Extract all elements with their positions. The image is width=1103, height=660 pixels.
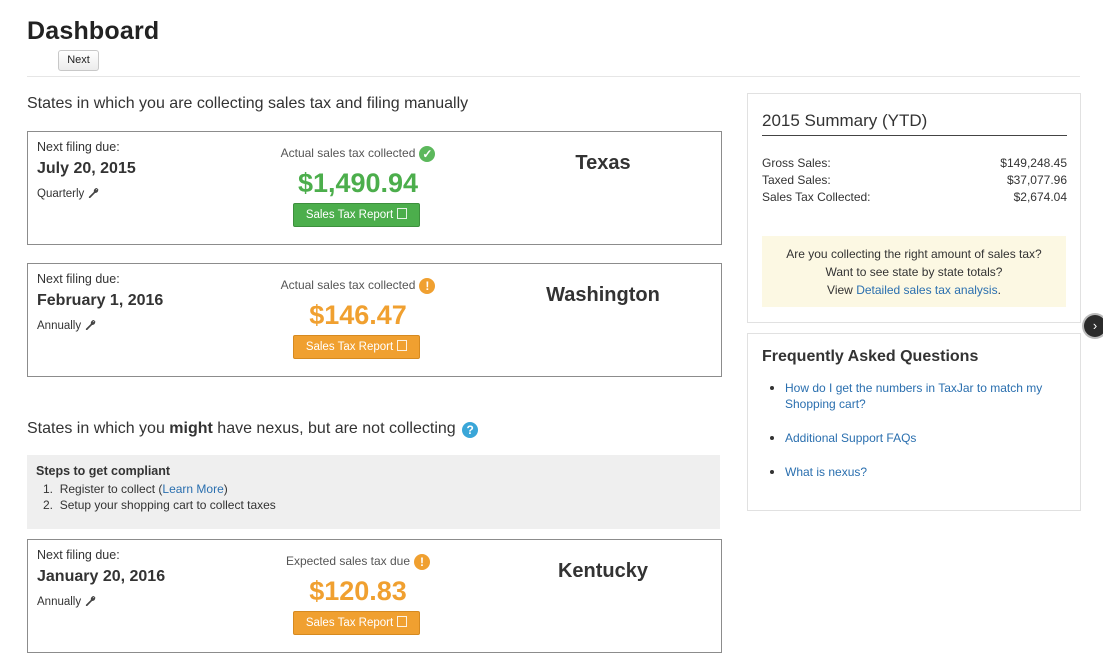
summary-label: Sales Tax Collected:	[762, 190, 871, 204]
summary-divider	[762, 135, 1067, 136]
amount-label: Actual sales tax collected!	[238, 278, 478, 294]
summary-row-collected: Sales Tax Collected: $2,674.04	[762, 190, 1067, 204]
amount-label-text: Actual sales tax collected	[280, 278, 416, 292]
filing-frequency: Quarterly	[37, 187, 99, 201]
sales-tax-report-button[interactable]: Sales Tax Report	[293, 335, 420, 359]
report-button-label: Sales Tax Report	[305, 209, 394, 221]
summary-value: $149,248.45	[1000, 156, 1067, 170]
summary-title: 2015 Summary (YTD)	[762, 111, 928, 130]
amount-label: Expected sales tax due!	[238, 554, 478, 570]
sales-tax-report-button[interactable]: Sales Tax Report	[293, 203, 420, 227]
learn-more-link[interactable]: Learn More	[162, 482, 224, 496]
faq-link[interactable]: What is nexus?	[785, 465, 868, 479]
tax-amount: $120.83	[309, 576, 407, 606]
bullet	[770, 470, 774, 474]
filing-frequency: Annually	[37, 319, 96, 333]
summary-row-taxed: Taxed Sales: $37,077.96	[762, 173, 1067, 187]
chevron-right-icon[interactable]: ›	[1084, 315, 1103, 337]
filing-frequency-label: Annually	[37, 596, 82, 609]
filing-frequency-label: Annually	[37, 320, 82, 333]
step-item: 1. Register to collect (Learn More)	[43, 482, 228, 496]
tax-amount: $1,490.94	[297, 168, 419, 198]
wrench-icon[interactable]	[88, 187, 99, 201]
nexus-title-emphasis: might	[169, 420, 213, 437]
compliance-steps: Steps to get compliant 1. Register to co…	[27, 455, 720, 529]
summary-panel: 2015 Summary (YTD) Gross Sales: $149,248.…	[747, 93, 1081, 323]
filing-frequency-label: Quarterly	[37, 188, 85, 201]
summary-label: Taxed Sales:	[762, 173, 831, 187]
tip-line: Are you collecting the right amount of s…	[786, 247, 1042, 261]
check-circle-icon: ✓	[419, 146, 436, 162]
state-name: Washington	[546, 284, 660, 306]
next-filing-label: Next filing due:	[37, 140, 120, 154]
summary-value: $37,077.96	[1006, 173, 1067, 187]
question-circle-icon[interactable]: ?	[462, 422, 479, 438]
faq-link[interactable]: How do I get the numbers in TaxJar to ma…	[785, 381, 1043, 411]
exclamation-circle-icon: !	[414, 554, 431, 570]
page-title: Dashboard	[27, 17, 160, 45]
nexus-title-part: have nexus, but are not collecting	[212, 420, 456, 437]
report-button-label: Sales Tax Report	[305, 617, 394, 629]
nexus-title-part: States in which you	[27, 420, 170, 437]
next-filing-date: January 20, 2016	[37, 568, 166, 585]
sales-tax-report-button[interactable]: Sales Tax Report	[293, 611, 420, 635]
step-text: Setup your shopping cart to collect taxe…	[59, 498, 276, 512]
exclamation-circle-icon: !	[419, 278, 436, 294]
steps-list: 1. Register to collect (Learn More) 2. S…	[43, 481, 276, 513]
document-icon	[397, 616, 408, 627]
state-name: Kentucky	[557, 560, 649, 582]
next-filing-date: July 20, 2015	[37, 160, 136, 177]
analysis-tip: Are you collecting the right amount of s…	[762, 236, 1066, 307]
next-button[interactable]: Next	[58, 50, 99, 71]
bullet	[770, 436, 774, 440]
summary-label: Gross Sales:	[762, 156, 831, 170]
tip-text: .	[997, 283, 1001, 297]
amount-label-text: Expected sales tax due	[285, 554, 411, 568]
wrench-icon[interactable]	[85, 319, 96, 333]
report-button-label: Sales Tax Report	[305, 341, 394, 353]
step-text: )	[223, 482, 228, 496]
state-card-texas: Next filing due: July 20, 2015 Quarterly…	[27, 131, 722, 245]
document-icon	[397, 208, 408, 219]
step-text: Register to collect (	[59, 482, 163, 496]
state-name: Texas	[575, 152, 631, 174]
tip-line: View Detailed sales tax analysis.	[762, 281, 1066, 299]
header-divider	[27, 76, 1080, 77]
summary-row-gross: Gross Sales: $149,248.45	[762, 156, 1067, 170]
state-card-washington: Next filing due: February 1, 2016 Annual…	[27, 263, 722, 377]
detailed-analysis-link[interactable]: Detailed sales tax analysis	[856, 283, 998, 297]
amount-label: Actual sales tax collected ✓	[238, 146, 478, 162]
amount-label-text: Actual sales tax collected	[280, 146, 416, 160]
manual-section-title: States in which you are collecting sales…	[27, 95, 469, 112]
next-filing-date: February 1, 2016	[37, 292, 164, 309]
bullet	[770, 386, 774, 390]
nexus-section-title: States in which you might have nexus, bu…	[27, 420, 479, 438]
next-filing-label: Next filing due:	[37, 272, 120, 286]
next-filing-label: Next filing due:	[37, 548, 120, 562]
faq-panel: Frequently Asked Questions How do I get …	[747, 333, 1081, 511]
summary-value: $2,674.04	[1013, 190, 1067, 204]
steps-title: Steps to get compliant	[36, 464, 171, 478]
filing-frequency: Annually	[37, 595, 96, 609]
state-card-kentucky: Next filing due: January 20, 2016 Annual…	[27, 539, 722, 653]
tip-text: View	[827, 283, 857, 297]
wrench-icon[interactable]	[85, 595, 96, 609]
tax-amount: $146.47	[309, 300, 407, 330]
tip-line: Want to see state by state totals?	[825, 265, 1003, 279]
step-item: 2. Setup your shopping cart to collect t…	[43, 498, 276, 512]
document-icon	[397, 340, 408, 351]
faq-title: Frequently Asked Questions	[762, 348, 979, 365]
faq-link[interactable]: Additional Support FAQs	[785, 431, 917, 445]
